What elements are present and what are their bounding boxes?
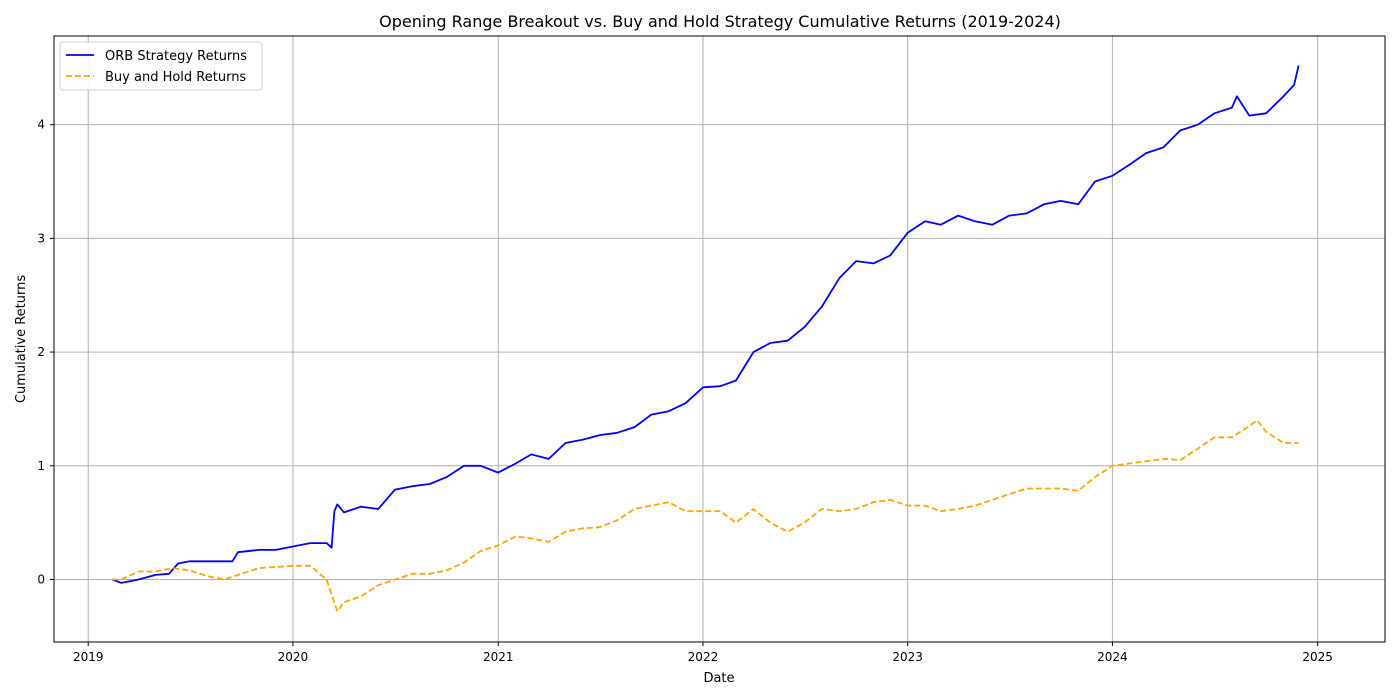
x-axis-label: Date <box>703 671 734 686</box>
legend: ORB Strategy Returns Buy and Hold Return… <box>59 41 263 91</box>
y-tick-label: 2 <box>37 345 45 359</box>
y-axis-label: Cumulative Returns <box>14 275 29 403</box>
x-tick-label: 2024 <box>1097 650 1128 664</box>
legend-label-buy-hold: Buy and Hold Returns <box>105 70 246 85</box>
y-tick-label: 3 <box>37 231 45 245</box>
buy-and-hold-line <box>112 419 1299 613</box>
chart-title: Opening Range Breakout vs. Buy and Hold … <box>379 12 1061 31</box>
x-axis-ticks: 2019 2020 2021 2022 2023 2024 2025 <box>73 642 1333 664</box>
series-group <box>111 65 1300 613</box>
legend-box <box>59 41 263 91</box>
grid <box>54 36 1385 642</box>
y-tick-label: 4 <box>37 118 45 132</box>
y-tick-label: 0 <box>37 572 45 586</box>
x-tick-label: 2025 <box>1302 650 1333 664</box>
y-axis-ticks: 0 1 2 3 4 <box>37 118 54 586</box>
orb-strategy-line <box>111 65 1300 584</box>
plot-area-frame <box>53 35 1386 643</box>
y-tick-label: 1 <box>37 459 45 473</box>
x-tick-label: 2023 <box>892 650 923 664</box>
legend-label-orb: ORB Strategy Returns <box>105 49 247 64</box>
x-tick-label: 2021 <box>483 650 514 664</box>
x-tick-label: 2019 <box>73 650 104 664</box>
x-tick-label: 2022 <box>688 650 719 664</box>
x-tick-label: 2020 <box>278 650 309 664</box>
